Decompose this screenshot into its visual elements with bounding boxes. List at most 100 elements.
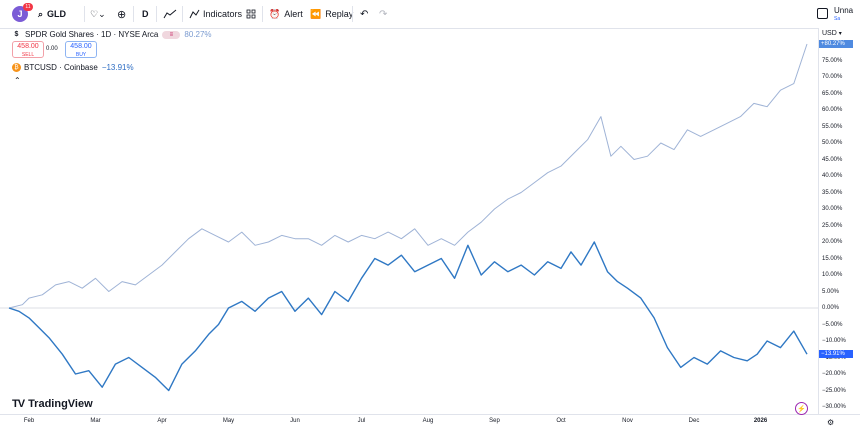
alert-label: Alert [284, 9, 303, 19]
x-tick-label: Oct [556, 418, 566, 424]
toolbar-divider [182, 6, 183, 22]
avatar-letter: J [17, 9, 23, 19]
compare-series-name: BTCUSD · Coinbase [24, 63, 98, 72]
tradingview-logo[interactable]: TV TradingView [12, 398, 93, 410]
toolbar-divider [156, 6, 157, 22]
layout-checkbox-icon[interactable] [817, 8, 828, 19]
y-tick-label: 50.00% [822, 140, 843, 146]
y-tick-label: −20.00% [822, 371, 846, 377]
gld-series-line[interactable] [8, 43, 808, 309]
toolbar-divider [133, 6, 134, 22]
layout-name-label: Unna [834, 6, 854, 15]
x-tick-label: Jun [290, 418, 300, 424]
redo-icon: ↷ [379, 8, 388, 20]
y-tick-label: 70.00% [822, 74, 843, 80]
interval-label: D [142, 9, 149, 19]
sell-label: SELL [21, 52, 35, 58]
indicators-button[interactable]: Indicators [189, 0, 242, 28]
y-tick-label: 45.00% [822, 156, 843, 163]
y-tick-label: 10.00% [822, 272, 843, 278]
x-tick-label: Jul [357, 418, 366, 424]
y-tick-label: −10.00% [822, 338, 846, 344]
y-tick-label: 60.00% [822, 107, 843, 113]
bitcoin-icon: ₿ [12, 63, 21, 72]
layout-name[interactable]: Unna Sa [834, 7, 853, 23]
gld-logo-icon: $ [14, 31, 19, 38]
compare-symbols-button[interactable]: ♡⌄ [90, 0, 106, 28]
undo-button[interactable]: ↶ [360, 0, 368, 28]
x-tick-label: Aug [422, 418, 434, 424]
chart-type-button[interactable] [163, 0, 177, 28]
spread-value: 0.00 [46, 46, 58, 52]
series-group [8, 43, 808, 392]
lightning-icon[interactable]: ⚡ [795, 402, 808, 415]
y-tick-label: 65.00% [822, 90, 843, 97]
y-tick-label: 35.00% [822, 189, 843, 196]
y-tick-label: −30.00% [822, 404, 846, 410]
y-tick-label: 75.00% [822, 57, 843, 64]
alarm-clock-icon: ⏰ [269, 8, 281, 19]
plus-circle-icon: ⊕ [117, 8, 127, 21]
symbol-search-button[interactable]: ⌕ GLD [38, 0, 66, 28]
y-tick-label: 40.00% [822, 173, 843, 179]
y-tick-label: −5.00% [822, 321, 843, 328]
gld-last-value-label: +80.27% [819, 40, 853, 48]
undo-icon: ↶ [360, 8, 369, 20]
y-tick-label: 5.00% [822, 288, 840, 295]
line-chart-icon [163, 9, 177, 19]
x-tick-label: 2026 [753, 418, 768, 424]
alert-button[interactable]: ⏰ Alert [269, 0, 303, 28]
y-tick-label: 55.00% [822, 123, 843, 130]
y-tick-label: 25.00% [822, 222, 843, 229]
notification-count: 11 [25, 4, 31, 10]
interval-button[interactable]: D [142, 0, 149, 28]
redo-button[interactable]: ↷ [379, 0, 387, 28]
chevron-up-icon[interactable]: ⌃ [14, 76, 21, 85]
x-tick-label: Nov [622, 418, 633, 424]
main-series-change: 80.27% [184, 30, 212, 39]
buy-price: 458.00 [70, 43, 92, 50]
x-tick-label: Sep [489, 418, 500, 424]
x-tick-label: Apr [157, 418, 167, 424]
buy-button[interactable]: 458.00 BUY [65, 41, 97, 58]
y-tick-label: 15.00% [822, 255, 843, 262]
buy-label: BUY [75, 52, 87, 58]
search-icon: ⌕ [38, 8, 44, 19]
price-chart[interactable] [0, 28, 818, 414]
logo-text: TradingView [28, 398, 93, 410]
layout-saved-label: Sa [834, 16, 841, 22]
rewind-icon: ⏪ [310, 8, 322, 19]
currency-label: USD [822, 30, 837, 37]
indicator-toggle-icon[interactable]: ≡ [162, 30, 181, 39]
gear-icon[interactable]: ⚙ [827, 418, 835, 427]
price-axis[interactable] [818, 28, 860, 414]
sell-price: 458.00 [17, 43, 39, 50]
x-tick-label: Dec [688, 418, 700, 424]
btc-last-value-label: −13.91% [819, 350, 853, 359]
chevron-down-icon: ▾ [838, 31, 842, 37]
currency-selector[interactable]: USD ▾ [822, 30, 842, 37]
layouts-button[interactable] [246, 0, 256, 28]
replay-label: Replay [325, 9, 354, 19]
tradingview-mark-icon: TV [12, 398, 25, 410]
toolbar-divider [352, 6, 353, 22]
top-toolbar [0, 0, 860, 29]
add-symbol-button[interactable]: ⊕ [117, 0, 126, 28]
main-series-legend[interactable]: $ SPDR Gold Shares · 1D · NYSE Arca ≡ 80… [12, 30, 212, 39]
x-tick-label: Mar [90, 418, 101, 424]
compare-series-change: −13.91% [101, 63, 134, 72]
sell-button[interactable]: 458.00 SELL [12, 41, 44, 58]
replay-button[interactable]: ⏪ Replay [310, 0, 353, 28]
compare-series-legend[interactable]: ₿ BTCUSD · Coinbase −13.91% [12, 63, 134, 72]
symbol-label: GLD [47, 9, 67, 19]
btc-series-line[interactable] [8, 241, 808, 392]
main-series-name: SPDR Gold Shares · 1D · NYSE Arca [25, 30, 159, 39]
indicators-label: Indicators [203, 9, 243, 19]
x-tick-label: Feb [23, 418, 35, 424]
time-axis[interactable] [0, 414, 860, 435]
y-tick-label: 0.00% [822, 305, 840, 311]
notification-badge: 11 [23, 3, 33, 11]
indicators-icon [189, 9, 200, 19]
y-tick-label: −25.00% [822, 387, 846, 394]
toolbar-divider [262, 6, 263, 22]
